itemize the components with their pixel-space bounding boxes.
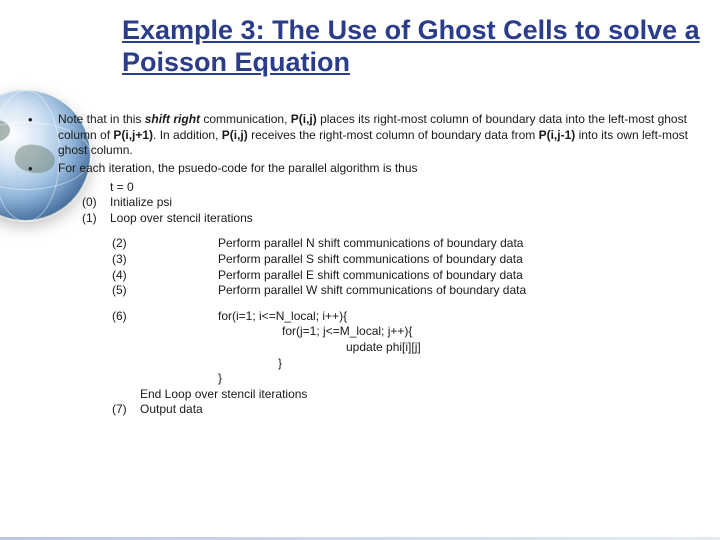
step-4: Perform parallel E shift communications … bbox=[218, 268, 704, 284]
code-line-4: } bbox=[278, 356, 704, 372]
code-line-2: for(j=1; j<=M_local; j++){ bbox=[282, 324, 704, 340]
step-num-4: (4) bbox=[112, 268, 218, 284]
step-num-7: (7) bbox=[112, 402, 140, 418]
pseudo-t0: t = 0 bbox=[110, 180, 704, 196]
shift-steps: (2)Perform parallel N shift communicatio… bbox=[112, 236, 704, 298]
code-line-3: update phi[i][j] bbox=[346, 340, 704, 356]
bullet-1-text: Note that in this shift right communicat… bbox=[58, 112, 704, 159]
step-5: Perform parallel W shift communications … bbox=[218, 283, 704, 299]
step-num-6: (6) bbox=[112, 309, 218, 387]
step-num-1: (1) bbox=[82, 211, 110, 227]
step-0: Initialize psi bbox=[110, 195, 704, 211]
code-line-5: } bbox=[218, 371, 704, 387]
bullet-1: • Note that in this shift right communic… bbox=[22, 112, 704, 159]
slide-body: • Note that in this shift right communic… bbox=[22, 112, 704, 418]
step-num-5: (5) bbox=[112, 283, 218, 299]
pseudo-tail: End Loop over stencil iterations (7)Outp… bbox=[112, 387, 704, 418]
step-7: Output data bbox=[140, 402, 704, 418]
code-line-1: for(i=1; i<=N_local; i++){ bbox=[218, 309, 704, 325]
step-1: Loop over stencil iterations bbox=[110, 211, 704, 227]
bullet-marker: • bbox=[22, 161, 58, 178]
bullet-2: • For each iteration, the psuedo-code fo… bbox=[22, 161, 704, 178]
inner-loop-code: (6) for(i=1; i<=N_local; i++){ for(j=1; … bbox=[112, 309, 704, 387]
end-loop: End Loop over stencil iterations bbox=[140, 387, 704, 403]
step-num-3: (3) bbox=[112, 252, 218, 268]
step-num-2: (2) bbox=[112, 236, 218, 252]
step-3: Perform parallel S shift communications … bbox=[218, 252, 704, 268]
bullet-marker: • bbox=[22, 112, 58, 129]
step-2: Perform parallel N shift communications … bbox=[218, 236, 704, 252]
pseudo-header: t = 0 (0)Initialize psi (1)Loop over ste… bbox=[82, 180, 704, 227]
step-num-0: (0) bbox=[82, 195, 110, 211]
slide-title: Example 3: The Use of Ghost Cells to sol… bbox=[122, 14, 702, 79]
bullet-2-text: For each iteration, the psuedo-code for … bbox=[58, 161, 704, 177]
